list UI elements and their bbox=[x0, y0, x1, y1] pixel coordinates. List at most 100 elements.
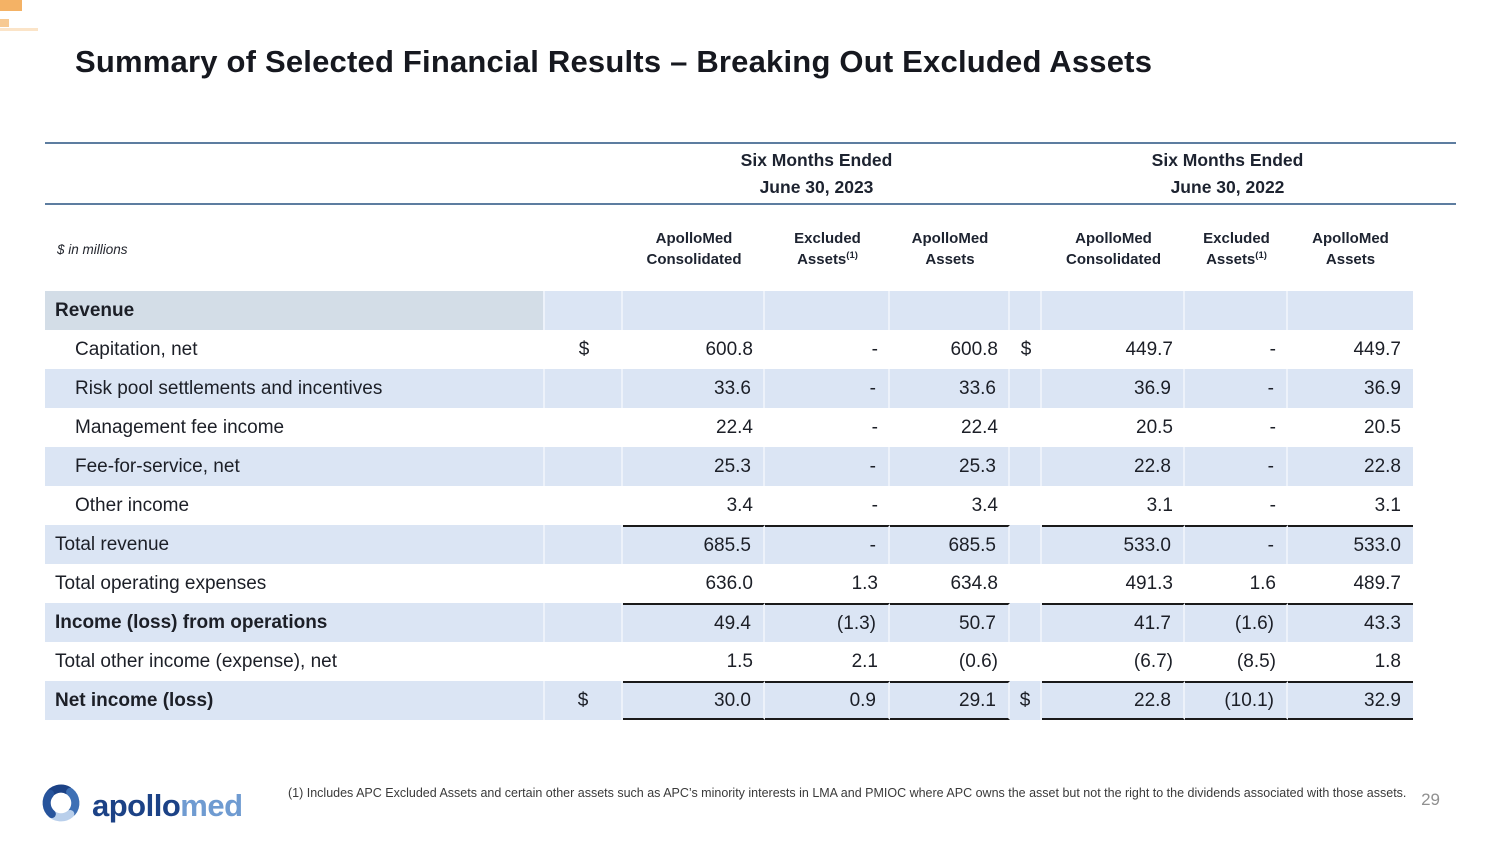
column-header: Excluded Assets(1) bbox=[1203, 230, 1270, 268]
value-cell: - bbox=[871, 416, 878, 438]
financial-table-body: Revenue Capitation, net $600.8-600.8 $449.7… bbox=[45, 291, 1413, 720]
value-cell: 25.3 bbox=[623, 447, 765, 486]
table-top-rule bbox=[45, 142, 1456, 144]
value-cell: 22.4 bbox=[716, 416, 753, 438]
currency-cell bbox=[1010, 525, 1042, 564]
value-cell: 1.3 bbox=[851, 572, 878, 594]
table-row: Fee-for-service, net 25.3-25.3 22.8-22.8 bbox=[45, 447, 1413, 486]
apollomed-logo: apollomed bbox=[38, 780, 243, 831]
value-cell: - bbox=[765, 369, 890, 408]
value-cell: 41.7 bbox=[1042, 603, 1185, 642]
value-cell: - bbox=[1269, 338, 1276, 360]
value-cell: (6.7) bbox=[1133, 650, 1173, 672]
column-header: ApolloMed Assets bbox=[1312, 230, 1389, 268]
currency-cell bbox=[1010, 603, 1042, 642]
value-cell: 3.4 bbox=[971, 494, 998, 516]
value-cell bbox=[1185, 291, 1288, 330]
table-header-rule bbox=[45, 203, 1456, 205]
currency-cell bbox=[1010, 486, 1042, 525]
value-cell: 20.5 bbox=[1364, 416, 1401, 438]
value-cell: (0.6) bbox=[958, 650, 998, 672]
row-label: Revenue bbox=[45, 291, 545, 330]
value-cell: 600.8 bbox=[950, 338, 998, 360]
value-cell: 3.4 bbox=[726, 494, 753, 516]
value-cell bbox=[765, 291, 890, 330]
value-cell: 685.5 bbox=[623, 525, 765, 564]
period-header-2022: Six Months Ended June 30, 2022 bbox=[1151, 150, 1304, 198]
table-row: Total revenue 685.5-685.5 533.0-533.0 bbox=[45, 525, 1413, 564]
currency-cell: $ bbox=[1010, 681, 1042, 720]
row-label: Total revenue bbox=[45, 525, 545, 564]
value-cell: (10.1) bbox=[1185, 681, 1288, 720]
value-cell: 489.7 bbox=[1353, 572, 1401, 594]
value-cell: 2.1 bbox=[851, 650, 878, 672]
column-header: ApolloMed Consolidated bbox=[646, 230, 742, 268]
value-cell: 25.3 bbox=[890, 447, 1010, 486]
units-label: $ in millions bbox=[57, 241, 128, 257]
table-row: Total operating expenses 636.0 1.3 634.8 491… bbox=[45, 564, 1413, 603]
value-cell: 22.8 bbox=[1042, 681, 1185, 720]
column-header: ApolloMed Consolidated bbox=[1065, 230, 1161, 268]
value-cell bbox=[623, 291, 765, 330]
value-cell: 600.8 bbox=[705, 338, 753, 360]
table-row: Total other income (expense), net 1.5 2.1 (… bbox=[45, 642, 1413, 681]
row-label: Capitation, net bbox=[75, 338, 198, 360]
corner-accent-mark bbox=[0, 0, 22, 11]
row-label: Risk pool settlements and incentives bbox=[45, 369, 545, 408]
period-header-row: Six Months Ended June 30, 2023 Six Month… bbox=[45, 147, 1413, 201]
table-row: Revenue bbox=[45, 291, 1413, 330]
table-row: Income (loss) from operations 49.4 (1.3) 50… bbox=[45, 603, 1413, 642]
table-row: Risk pool settlements and incentives 33.6… bbox=[45, 369, 1413, 408]
value-cell: 29.1 bbox=[890, 681, 1010, 720]
value-cell: 36.9 bbox=[1042, 369, 1185, 408]
value-cell: - bbox=[1269, 416, 1276, 438]
value-cell: 1.5 bbox=[726, 650, 753, 672]
page-title: Summary of Selected Financial Results – … bbox=[75, 44, 1153, 79]
footnote-text: (1) Includes APC Excluded Assets and cer… bbox=[288, 786, 1407, 800]
value-cell: - bbox=[1185, 369, 1288, 408]
value-cell: (8.5) bbox=[1236, 650, 1276, 672]
row-label: Management fee income bbox=[75, 416, 285, 438]
value-cell: - bbox=[765, 525, 890, 564]
value-cell: - bbox=[1185, 447, 1288, 486]
table-row: Management fee income 22.4 - 22.4 20.5 - 20.5 bbox=[45, 408, 1413, 447]
column-header-row: $ in millions ApolloMed Consolidated Excl… bbox=[45, 210, 1413, 288]
apollomed-wordmark: apollomed bbox=[92, 787, 243, 823]
row-label: Net income (loss) bbox=[45, 681, 545, 720]
value-cell: 3.1 bbox=[1146, 494, 1173, 516]
currency-cell bbox=[1010, 642, 1042, 681]
value-cell: 636.0 bbox=[705, 572, 753, 594]
value-cell: - bbox=[871, 494, 878, 516]
value-cell: - bbox=[1185, 525, 1288, 564]
value-cell: 22.4 bbox=[961, 416, 998, 438]
value-cell: 33.6 bbox=[890, 369, 1010, 408]
value-cell: 491.3 bbox=[1125, 572, 1173, 594]
value-cell: 20.5 bbox=[1136, 416, 1173, 438]
column-header: ApolloMed Assets bbox=[911, 230, 989, 268]
currency-cell bbox=[545, 447, 623, 486]
table-row: Net income (loss) $30.0 0.9 29.1 $22.8 (10.1)… bbox=[45, 681, 1413, 720]
value-cell bbox=[1288, 291, 1413, 330]
value-cell bbox=[1042, 291, 1185, 330]
row-label: Total other income (expense), net bbox=[55, 650, 337, 672]
currency-cell bbox=[545, 408, 623, 447]
row-label: Total operating expenses bbox=[55, 572, 267, 594]
value-cell: 49.4 bbox=[623, 603, 765, 642]
value-cell: 1.8 bbox=[1374, 650, 1401, 672]
value-cell: 43.3 bbox=[1288, 603, 1413, 642]
value-cell: 22.8 bbox=[1042, 447, 1185, 486]
value-cell: 3.1 bbox=[1374, 494, 1401, 516]
row-label: Other income bbox=[75, 494, 190, 516]
currency-cell: $ bbox=[545, 681, 623, 720]
row-label: Income (loss) from operations bbox=[45, 603, 545, 642]
slide-footer: apollomed (1) Includes APC Excluded Asse… bbox=[38, 778, 1468, 834]
value-cell: 449.7 bbox=[1353, 338, 1401, 360]
value-cell: (1.6) bbox=[1185, 603, 1288, 642]
value-cell: 36.9 bbox=[1288, 369, 1413, 408]
currency-cell bbox=[1010, 447, 1042, 486]
value-cell: - bbox=[1269, 494, 1276, 516]
value-cell bbox=[890, 291, 1010, 330]
value-cell: 533.0 bbox=[1042, 525, 1185, 564]
value-cell: (1.3) bbox=[765, 603, 890, 642]
